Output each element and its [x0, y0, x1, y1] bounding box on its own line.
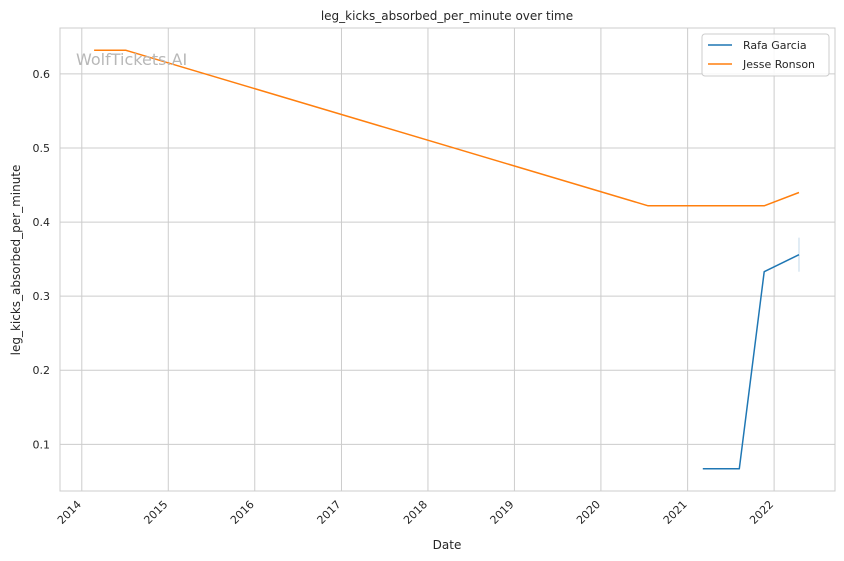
y-tick-label-0.4: 0.4	[33, 216, 51, 229]
series-line-rafa-garcia	[702, 254, 800, 470]
series-layer	[94, 49, 800, 470]
y-tick-label-0.2: 0.2	[33, 364, 51, 377]
legend-label-jesse-ronson: Jesse Ronson	[742, 58, 815, 71]
chart-title: leg_kicks_absorbed_per_minute over time	[321, 9, 573, 23]
legend-label-rafa-garcia: Rafa Garcia	[743, 39, 807, 52]
y-tick-label-0.5: 0.5	[33, 142, 51, 155]
legend: Rafa Garcia Jesse Ronson	[701, 33, 830, 77]
watermark: WolfTickets.AI	[76, 50, 187, 69]
y-axis-title: leg_kicks_absorbed_per_minute	[9, 165, 23, 356]
series-line-jesse-ronson	[94, 49, 800, 207]
y-tick-labels: 0.1 0.2 0.3 0.4 0.5 0.6	[33, 68, 51, 451]
x-axis-title: Date	[433, 538, 462, 552]
y-tick-label-0.3: 0.3	[33, 290, 51, 303]
plot-frame	[59, 27, 836, 492]
grid	[60, 28, 835, 491]
legend-box	[701, 33, 830, 77]
y-tick-label-0.1: 0.1	[33, 438, 51, 451]
y-tick-label-0.6: 0.6	[33, 68, 51, 81]
